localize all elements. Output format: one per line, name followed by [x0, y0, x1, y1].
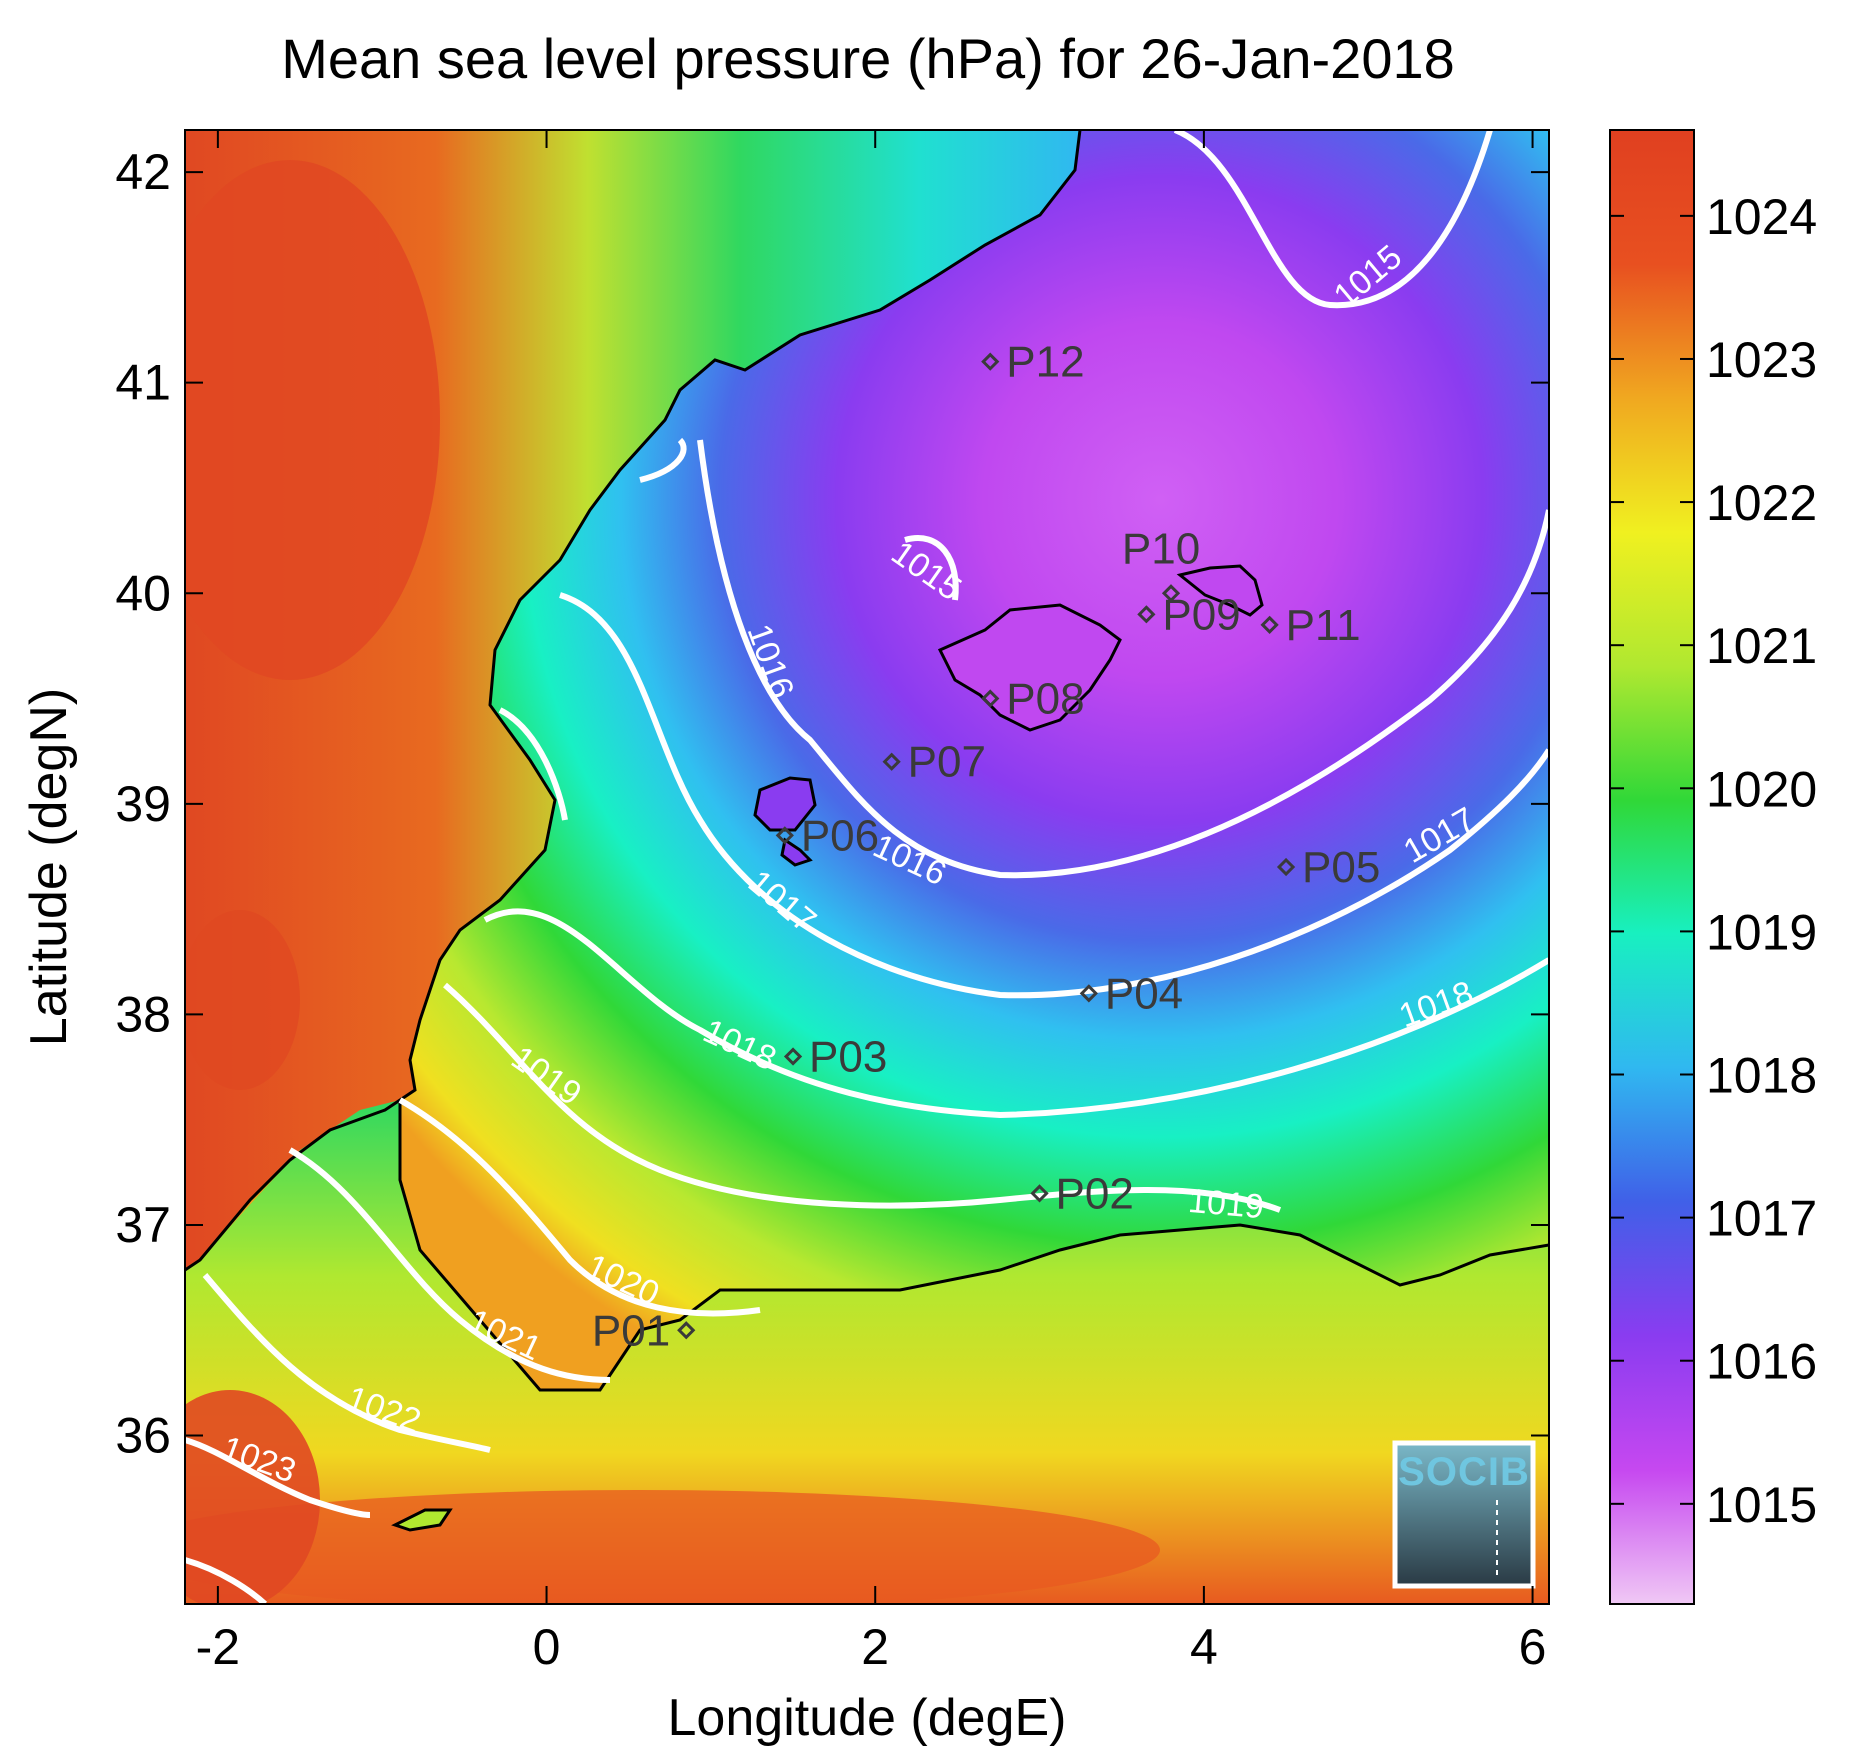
station-marker-p07	[882, 752, 901, 771]
island-menorca	[1176, 564, 1264, 617]
land-africa	[185, 1100, 1549, 1604]
station-marker-p11	[1260, 615, 1279, 634]
y-tick-label: 38	[115, 986, 171, 1042]
isobar-1016-west	[639, 437, 687, 483]
highland-west-2	[185, 910, 300, 1090]
colorbar-tick-label: 1016	[1706, 1334, 1817, 1390]
y-tick-label: 37	[115, 1197, 171, 1253]
station-marker-p03	[783, 1047, 803, 1066]
station-marker-p12	[981, 352, 1000, 371]
isobar-1018	[483, 908, 1549, 1119]
x-tick-label: 0	[533, 1619, 561, 1675]
colorbar-ticks: 1015 1016 1017 1018 1019 1020 1021 1022 1023 1024	[1610, 189, 1817, 1533]
colorbar-tick-label: 1024	[1706, 189, 1817, 245]
colorbar-tick-label: 1015	[1706, 1477, 1817, 1533]
y-tick-label: 36	[115, 1408, 171, 1464]
y-tick-label: 40	[115, 565, 171, 621]
coastline-iberia	[185, 130, 1082, 1272]
contour-label-1019-east: 1019	[1187, 1182, 1266, 1226]
station-label-p09: P09	[1162, 590, 1240, 639]
map-panel: 1015 1015 1016 1016 1017 1017 1018 1018 …	[185, 130, 1549, 1604]
station-marker-p04	[1079, 984, 1098, 1003]
station-label-p12: P12	[1006, 338, 1084, 387]
island-ibiza	[753, 776, 817, 832]
colorbar-tick-label: 1019	[1706, 904, 1817, 960]
chart-title: Mean sea level pressure (hPa) for 26-Jan…	[281, 27, 1455, 90]
y-tick-label: 41	[115, 355, 171, 411]
station-label-p07: P07	[908, 738, 986, 787]
isobar-1022	[202, 1273, 491, 1453]
station-label-p05: P05	[1302, 843, 1380, 892]
station-label-p03: P03	[809, 1033, 887, 1082]
x-tick-label: 4	[1190, 1619, 1218, 1675]
highland-southwest	[185, 1390, 320, 1604]
station-marker-p05	[1276, 857, 1296, 877]
isobar-1023	[185, 1437, 371, 1518]
y-axis: 36 37 38 39 40 41 42	[115, 144, 1549, 1464]
isobar-1016	[697, 439, 1549, 879]
colorbar	[1609, 129, 1695, 1605]
colorbar-tick-label: 1023	[1706, 332, 1817, 388]
station-label-p06: P06	[801, 811, 879, 860]
station-marker-p10	[1161, 584, 1181, 603]
island-alboran	[391, 1508, 453, 1532]
x-axis-label: Longitude (degE)	[668, 1689, 1067, 1747]
isobar-1015-north	[1173, 130, 1493, 309]
isobars	[185, 130, 1549, 1604]
isobar-1017-west	[498, 707, 568, 821]
isobar-1020	[398, 1097, 761, 1317]
station-label-p02: P02	[1056, 1169, 1134, 1218]
colorbar-tick-label: 1018	[1706, 1048, 1817, 1104]
map-frame	[184, 129, 1550, 1605]
colorbar-tick-label: 1017	[1706, 1191, 1817, 1247]
station-marker-p02	[1030, 1184, 1049, 1203]
station-marker-p09	[1137, 605, 1156, 624]
station-label-p11: P11	[1286, 601, 1361, 650]
station-markers: P01 P02 P03 P04 P05 P06 P07 P08 P09 P10 P11 P12	[592, 338, 1380, 1356]
x-tick-label: 6	[1519, 1619, 1547, 1675]
station-marker-p01	[677, 1321, 696, 1340]
colorbar-tick-label: 1020	[1706, 761, 1817, 817]
station-marker-p06	[775, 826, 794, 845]
colorbar-tick-label: 1021	[1706, 618, 1817, 674]
x-tick-label: 2	[861, 1619, 889, 1675]
y-axis-label: Latitude (degN)	[20, 688, 78, 1046]
station-label-p08: P08	[1006, 675, 1084, 724]
highland-west	[185, 160, 440, 680]
socib-logo-text: SOCIB	[1398, 1450, 1530, 1494]
x-axis: -2 0 2 4 6	[196, 130, 1547, 1675]
x-tick-label: -2	[196, 1619, 240, 1675]
colorbar-tick-label: 1022	[1706, 475, 1817, 531]
station-label-p04: P04	[1105, 969, 1183, 1018]
y-tick-label: 39	[115, 776, 171, 832]
socib-logo: SOCIB	[1392, 1440, 1536, 1589]
station-label-p10: P10	[1122, 524, 1200, 573]
isobar-1024	[185, 1557, 268, 1604]
isobar-1015-mallorca	[904, 535, 959, 601]
isobar-1021	[288, 1147, 611, 1383]
y-tick-label: 42	[115, 144, 171, 200]
station-marker-p08	[981, 689, 1000, 708]
isobar-1017	[559, 592, 1549, 999]
station-label-p01: P01	[592, 1306, 670, 1355]
isobar-1019	[443, 982, 1282, 1213]
island-formentera	[780, 837, 813, 867]
